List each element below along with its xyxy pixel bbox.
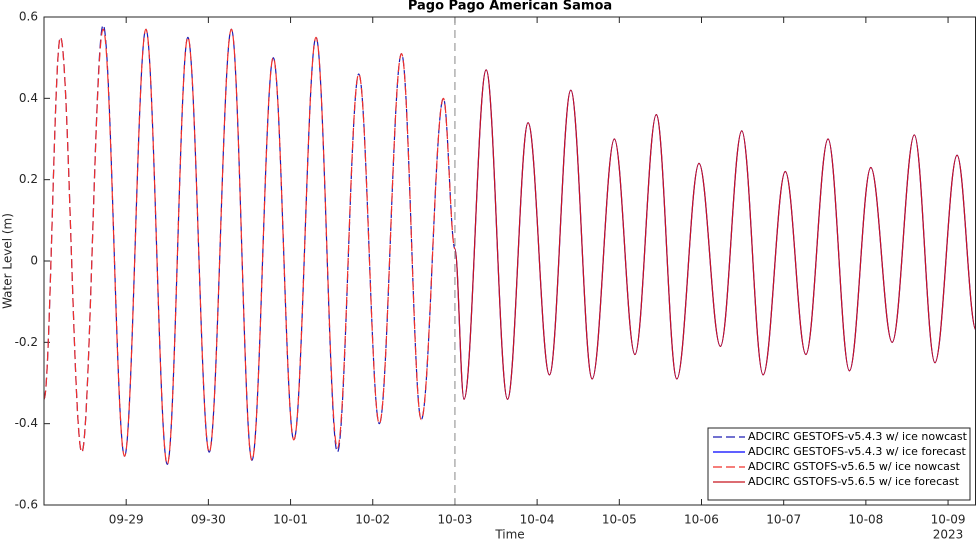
y-tick-label: 0.6	[19, 10, 38, 24]
chart-title: Pago Pago American Samoa	[408, 0, 612, 14]
x-tick-label: 10-06	[684, 513, 719, 527]
legend-label: ADCIRC GSTOFS-v5.6.5 w/ ice forecast	[748, 475, 960, 488]
x-tick-label: 09-29	[109, 513, 144, 527]
legend-box	[707, 427, 971, 501]
x-tick-label: 10-03	[437, 513, 472, 527]
x-tick-label: 10-09	[931, 513, 966, 527]
year-label: 2023	[933, 528, 964, 541]
x-tick-label: 09-30	[191, 513, 226, 527]
series-line	[454, 69, 976, 400]
x-tick-label: 10-08	[848, 513, 883, 527]
legend-label: ADCIRC GSTOFS-v5.6.5 w/ ice nowcast	[748, 460, 961, 473]
y-tick-label: -0.4	[15, 416, 38, 430]
y-tick-label: 0	[30, 254, 38, 268]
x-tick-label: 10-05	[602, 513, 637, 527]
x-tick-label: 10-04	[520, 513, 555, 527]
x-tick-label: 10-02	[355, 513, 390, 527]
series-line	[44, 28, 456, 465]
y-tick-label: 0.4	[19, 91, 38, 105]
y-tick-label: -0.6	[15, 498, 38, 512]
legend-label: ADCIRC GESTOFS-v5.4.3 w/ ice nowcast	[748, 430, 968, 443]
y-tick-label: 0.2	[19, 172, 38, 186]
y-axis-label: Water Level (m)	[1, 213, 15, 309]
y-tick-label: -0.2	[15, 335, 38, 349]
x-axis-label: Time	[494, 528, 524, 541]
x-tick-label: 10-01	[273, 513, 308, 527]
x-tick-label: 10-07	[766, 513, 801, 527]
legend-label: ADCIRC GESTOFS-v5.4.3 w/ ice forecast	[748, 445, 967, 458]
